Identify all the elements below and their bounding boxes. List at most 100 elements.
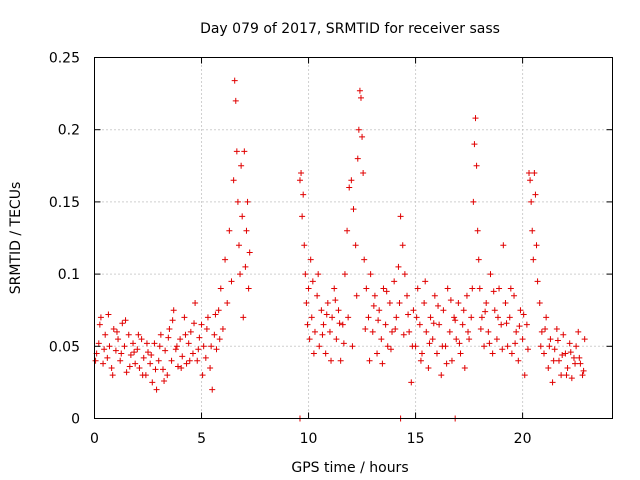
data-point	[337, 357, 344, 364]
data-point	[378, 336, 385, 343]
data-point	[356, 87, 363, 94]
data-point	[386, 299, 393, 306]
data-point	[448, 357, 455, 364]
data-point	[456, 340, 463, 347]
data-point	[579, 372, 586, 379]
data-point	[162, 347, 169, 354]
data-point	[457, 350, 464, 357]
data-point	[348, 177, 355, 184]
data-point	[187, 328, 194, 335]
data-point	[511, 292, 518, 299]
data-point	[547, 336, 554, 343]
data-point	[370, 302, 377, 309]
data-point	[357, 94, 364, 101]
data-point	[109, 372, 116, 379]
data-point	[572, 360, 579, 367]
data-point	[393, 314, 400, 321]
data-point	[185, 340, 192, 347]
data-point	[528, 198, 535, 205]
data-point	[216, 336, 223, 343]
data-point	[336, 320, 343, 327]
data-point	[198, 321, 205, 328]
data-point	[217, 285, 224, 292]
data-point	[468, 314, 475, 321]
ticks-layer: 0 5 10 15 20 0 0.05 0.1 0.15 0.2 0.25	[49, 51, 613, 447]
data-point	[219, 325, 226, 332]
data-point	[443, 360, 450, 367]
data-point	[461, 364, 468, 371]
data-point	[421, 299, 428, 306]
data-point	[189, 350, 196, 357]
data-point	[524, 346, 531, 353]
data-point	[446, 328, 453, 335]
data-point	[246, 249, 253, 256]
data-point	[318, 307, 325, 314]
data-point	[519, 336, 526, 343]
data-point	[459, 321, 466, 328]
data-point	[335, 307, 342, 314]
y-tick-label: 0.2	[58, 123, 80, 139]
data-point	[375, 317, 382, 324]
data-point	[513, 328, 520, 335]
data-point	[516, 323, 523, 330]
data-point	[331, 285, 338, 292]
data-point	[139, 372, 146, 379]
data-point	[326, 328, 333, 335]
data-point	[455, 299, 462, 306]
data-point	[562, 350, 569, 357]
data-point	[543, 314, 550, 321]
data-point	[366, 357, 373, 364]
data-point	[332, 297, 339, 304]
data-point	[240, 314, 247, 321]
data-point	[302, 271, 309, 278]
y-tick-label: 0.05	[49, 339, 80, 355]
data-point	[346, 184, 353, 191]
data-point	[324, 299, 331, 306]
data-point	[433, 350, 440, 357]
data-point	[113, 328, 120, 335]
data-point	[559, 351, 566, 358]
data-point	[487, 271, 494, 278]
data-point	[470, 198, 477, 205]
data-point	[499, 346, 506, 353]
data-point	[157, 331, 164, 338]
data-point	[416, 321, 423, 328]
data-point	[536, 299, 543, 306]
data-point	[213, 346, 220, 353]
data-point	[118, 350, 125, 357]
data-point	[564, 364, 571, 371]
data-point	[104, 354, 111, 361]
data-point	[435, 302, 442, 309]
data-point	[152, 366, 159, 373]
data-point	[115, 336, 122, 343]
grid-layer	[94, 57, 613, 419]
data-point	[208, 343, 215, 350]
data-point	[553, 325, 560, 332]
data-point	[300, 191, 307, 198]
data-point	[319, 331, 326, 338]
data-point	[481, 343, 488, 350]
data-point	[354, 155, 361, 162]
data-point	[466, 336, 473, 343]
data-point	[422, 278, 429, 285]
data-point	[560, 331, 567, 338]
data-point	[452, 317, 459, 324]
data-point	[436, 321, 443, 328]
data-point	[374, 350, 381, 357]
data-point	[469, 285, 476, 292]
data-point	[515, 357, 522, 364]
data-point	[576, 354, 583, 361]
data-point	[121, 343, 128, 350]
data-point	[533, 242, 540, 249]
data-point	[134, 346, 141, 353]
data-point	[117, 357, 124, 364]
data-point	[242, 263, 249, 270]
data-point	[549, 379, 556, 386]
data-point	[307, 256, 314, 263]
data-point	[143, 340, 150, 347]
data-point	[369, 328, 376, 335]
chart-title: Day 079 of 2017, SRMTID for receiver sas…	[200, 21, 500, 37]
data-point	[195, 346, 202, 353]
data-point	[529, 227, 536, 234]
